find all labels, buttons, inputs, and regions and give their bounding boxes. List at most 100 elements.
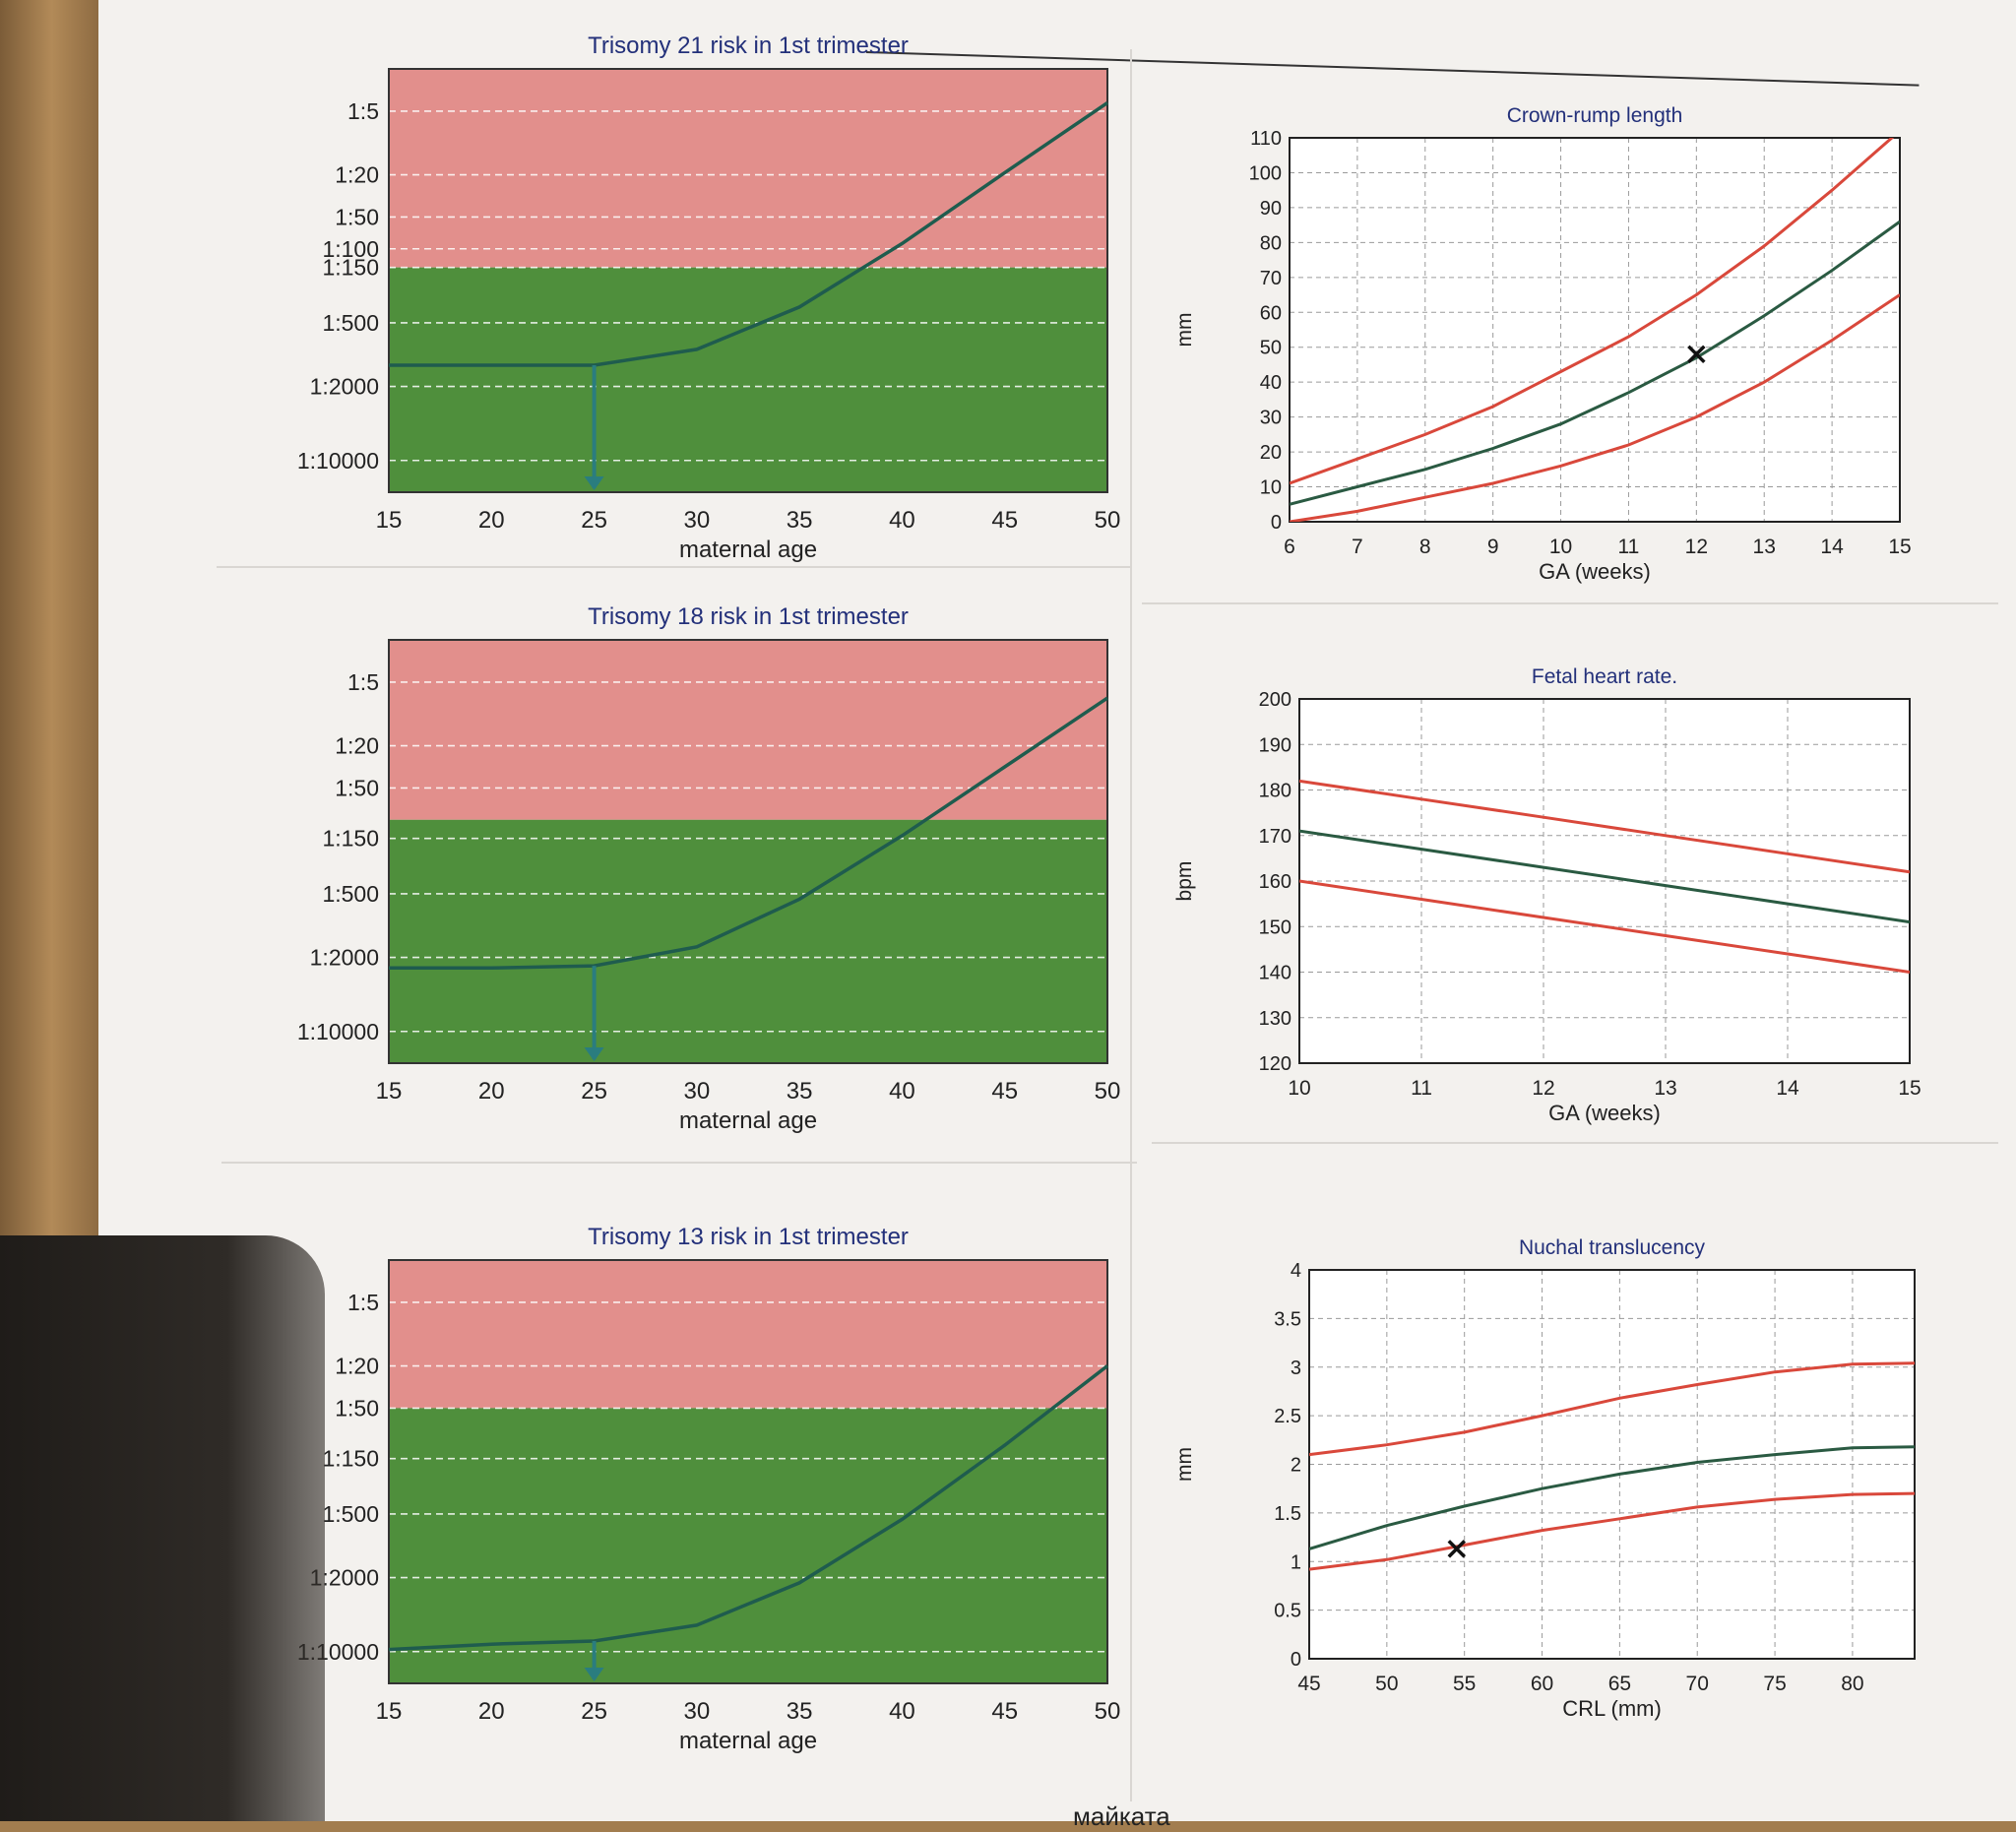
- median-curve: [1299, 829, 1910, 924]
- x-tick-label: 70: [1686, 1673, 1709, 1695]
- x-tick-label: 6: [1284, 536, 1295, 558]
- y-tick-label: 1:150: [322, 1446, 379, 1472]
- x-tick-label: 13: [1654, 1077, 1676, 1100]
- x-tick-label: 7: [1352, 536, 1363, 558]
- lower-curve: [1290, 293, 1900, 522]
- panel-separator: [221, 1162, 1137, 1164]
- x-tick-label: 13: [1753, 536, 1776, 558]
- y-tick-label: 170: [1259, 826, 1292, 848]
- x-tick-label: 15: [376, 1078, 403, 1105]
- x-tick-label: 60: [1531, 1673, 1553, 1695]
- y-tick-label: 1:5: [347, 669, 379, 695]
- y-tick-label: 200: [1259, 689, 1292, 711]
- low-risk-zone: [389, 267, 1107, 492]
- y-tick-label: 1:5: [347, 1290, 379, 1315]
- x-tick-label: 45: [991, 1078, 1018, 1105]
- plot-frame: [388, 68, 1108, 493]
- x-tick-label: 10: [1549, 536, 1572, 558]
- measurement-marker: [1687, 345, 1706, 364]
- x-tick-label: 8: [1419, 536, 1431, 558]
- x-tick-label: 35: [787, 1078, 813, 1105]
- x-tick-label: 30: [684, 1078, 711, 1105]
- measurement-marker: [1447, 1540, 1467, 1558]
- x-tick-label: 25: [581, 1698, 607, 1725]
- risk-curve: [388, 1364, 1109, 1652]
- plot-frame: [1289, 137, 1901, 523]
- y-tick-label: 1:500: [322, 310, 379, 336]
- y-tick-label: 1:50: [335, 204, 379, 229]
- crown-rump-length-chart: 0 10 20 30 40 50 60 70 80 90 100 110 6 7 8 9 10 11 12 13 14 1…: [1173, 104, 1912, 584]
- y-tick-label: 50: [1260, 338, 1282, 359]
- y-tick-label: 1:2000: [310, 374, 379, 400]
- x-tick-label: 45: [1297, 1673, 1320, 1695]
- x-tick-label: 75: [1763, 1673, 1786, 1695]
- y-tick-label: 90: [1260, 198, 1282, 220]
- lower-curve: [1309, 1491, 1915, 1571]
- plot-frame: [1308, 1269, 1916, 1660]
- y-tick-label: 2: [1291, 1455, 1301, 1477]
- trisomy18-risk-chart: 1:5 1:20 1:50 1:150 1:500 1:2000 1:10000 15 20 25…: [297, 603, 1120, 1134]
- x-axis-label: GA (weeks): [1539, 559, 1651, 584]
- y-tick-label: 100: [1249, 162, 1282, 184]
- x-tick-label: 15: [1888, 536, 1911, 558]
- plot-frame: [388, 639, 1108, 1064]
- chart-title: Fetal heart rate.: [1532, 665, 1677, 688]
- y-tick-label: 1:20: [335, 1354, 379, 1379]
- x-tick-label: 50: [1095, 507, 1121, 534]
- y-tick-label: 130: [1259, 1008, 1292, 1030]
- y-axis-label: mm: [1173, 313, 1196, 347]
- x-tick-label: 11: [1618, 536, 1640, 558]
- y-tick-label: 10: [1260, 477, 1282, 499]
- x-tick-label: 40: [889, 1698, 915, 1725]
- y-tick-label: 1:500: [322, 1501, 379, 1527]
- y-tick-label: 0.5: [1274, 1601, 1301, 1622]
- y-tick-label: 1:10000: [297, 448, 379, 474]
- y-tick-label: 1:2000: [310, 945, 379, 971]
- x-axis-label: maternal age: [679, 1728, 817, 1754]
- age-marker-arrowhead: [584, 1047, 604, 1061]
- y-tick-label: 1:20: [335, 733, 379, 759]
- x-tick-label: 9: [1487, 536, 1499, 558]
- chart-title: Nuchal translucency: [1519, 1236, 1706, 1259]
- x-tick-label: 12: [1532, 1077, 1554, 1100]
- y-tick-label: 20: [1260, 442, 1282, 464]
- risk-curve: [389, 696, 1108, 971]
- x-tick-label: 15: [1898, 1077, 1921, 1100]
- panel-separator: [217, 566, 1132, 568]
- x-tick-label: 20: [478, 1698, 505, 1725]
- y-tick-label: 1:100: [322, 236, 379, 262]
- y-tick-label: 80: [1260, 232, 1282, 254]
- y-tick-label: 1.5: [1274, 1503, 1301, 1525]
- y-tick-label: 3.5: [1274, 1308, 1301, 1330]
- y-tick-label: 1:150: [322, 255, 379, 281]
- x-tick-label: 55: [1453, 1673, 1476, 1695]
- y-tick-label: 160: [1259, 871, 1292, 893]
- x-tick-label: 45: [991, 1698, 1018, 1725]
- footer-text: майката: [1073, 1801, 1170, 1831]
- high-risk-zone: [389, 1260, 1107, 1409]
- y-tick-label: 1:500: [322, 881, 379, 907]
- x-tick-label: 25: [581, 1078, 607, 1105]
- x-tick-label: 20: [478, 1078, 505, 1105]
- x-tick-label: 40: [889, 507, 915, 534]
- panel-separator: [1152, 1142, 1998, 1144]
- age-marker-arrowhead: [584, 1668, 604, 1681]
- x-tick-label: 40: [889, 1078, 915, 1105]
- x-tick-label: 35: [787, 1698, 813, 1725]
- y-tick-label: 40: [1260, 372, 1282, 394]
- x-tick-label: 65: [1608, 1673, 1631, 1695]
- lower-curve: [1299, 879, 1910, 974]
- x-tick-label: 80: [1841, 1673, 1863, 1695]
- x-tick-label: 14: [1820, 536, 1844, 558]
- y-tick-label: 30: [1260, 408, 1282, 429]
- x-axis-label: maternal age: [679, 537, 817, 563]
- y-tick-label: 120: [1259, 1053, 1292, 1075]
- x-tick-label: 30: [684, 1698, 711, 1725]
- x-tick-label: 15: [376, 507, 403, 534]
- low-risk-zone: [389, 1408, 1107, 1683]
- y-tick-label: 2.5: [1274, 1406, 1301, 1427]
- y-tick-label: 190: [1259, 734, 1292, 756]
- x-tick-label: 30: [684, 507, 711, 534]
